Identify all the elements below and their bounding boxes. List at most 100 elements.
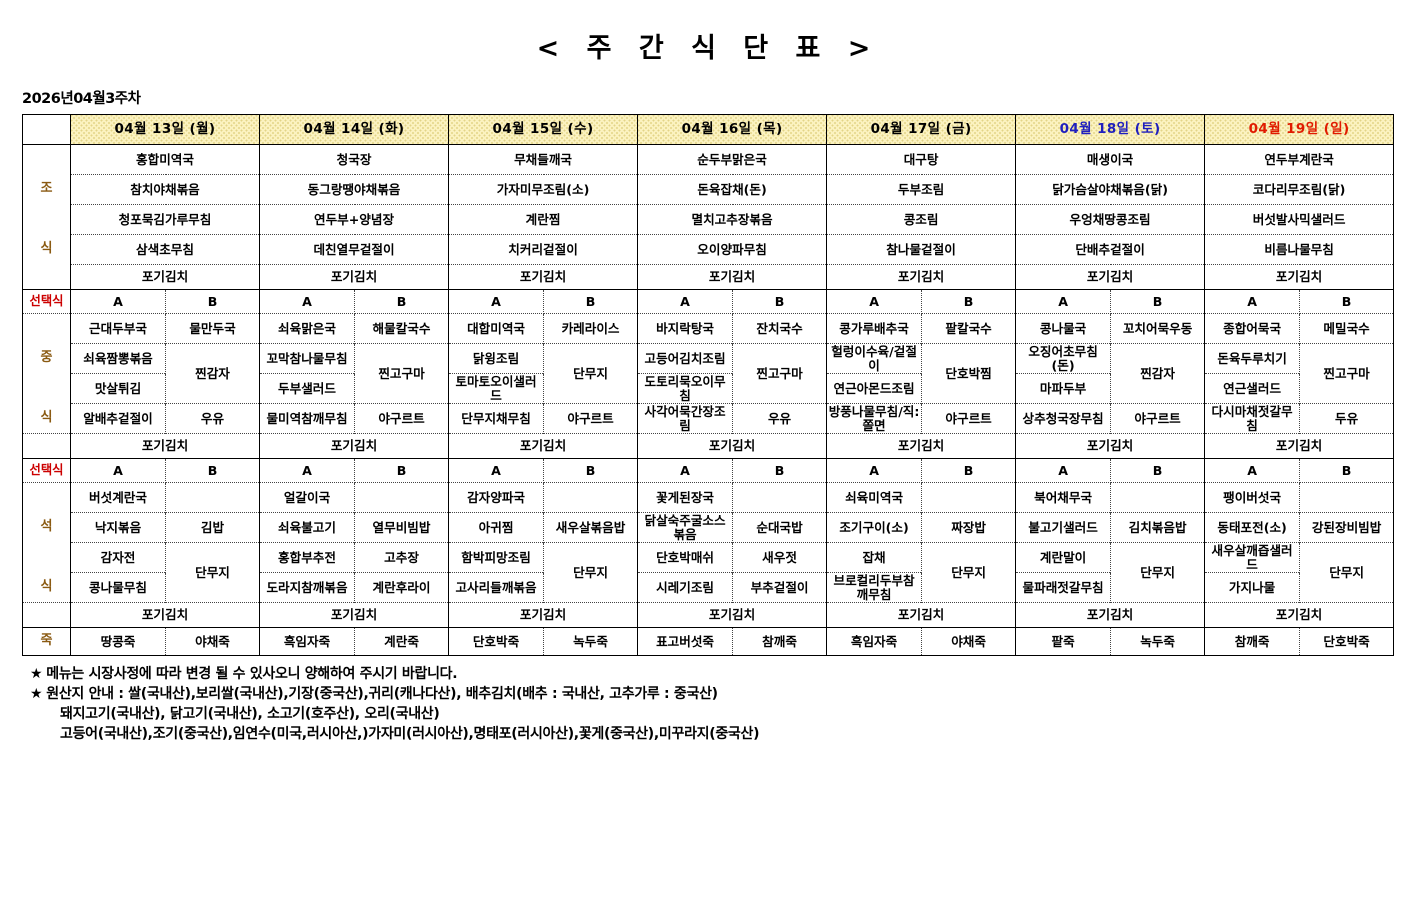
day-header-1: 04월 13일 (월) <box>69 114 261 145</box>
lunch-kimchi-d6: 포기김치 <box>1015 433 1206 459</box>
lunch-b-d4-r4: 우유 <box>732 403 828 434</box>
breakfast-cell-d7-r2: 코다리무조림(닭) <box>1204 174 1395 205</box>
lunch-a-d6-r2: 오징어초무침(돈) <box>1015 343 1112 374</box>
note-line-2: ★ 원산지 안내 : 쌀(국내산),보리쌀(국내산),기장(중국산),귀리(캐나다… <box>30 685 1416 705</box>
breakfast-label-1 <box>22 144 71 175</box>
breakfast-cell-d5-r4: 참나물겉절이 <box>826 234 1017 265</box>
dinner-b-d3-r1 <box>543 482 639 513</box>
lunch-a-d6-r4: 상추청국장무침 <box>1015 403 1112 434</box>
dinner-kimchi-d3: 포기김치 <box>448 602 639 628</box>
dinner-b-d2-r3: 고추장 <box>354 542 450 573</box>
dinner-b-d5-r2: 짜장밥 <box>921 512 1017 543</box>
breakfast-cell-d2-r2: 동그랑땡야채볶음 <box>259 174 450 205</box>
lunch-option-a-d4: A <box>637 289 734 314</box>
day-header-7: 04월 19일 (일) <box>1204 114 1395 145</box>
dinner-a-d2-r4: 도라지참깨볶음 <box>259 572 356 603</box>
dinner-a-d4-r4: 시레기조림 <box>637 572 734 603</box>
lunch-a-d6-r3: 마파두부 <box>1015 373 1112 404</box>
dinner-option-a-d1: A <box>70 458 166 483</box>
lunch-option-b-d2: B <box>354 289 450 314</box>
breakfast-cell-d7-r3: 버섯발사믹샐러드 <box>1204 204 1395 235</box>
porridge-a-d7: 참깨죽 <box>1204 627 1301 656</box>
breakfast-cell-d1-r4: 삼색초무침 <box>69 234 261 265</box>
lunch-b-d1-r4: 우유 <box>165 403 261 434</box>
dinner-a-d6-r2: 불고기샐러드 <box>1015 512 1112 543</box>
dinner-option-b-d4: B <box>732 458 828 483</box>
lunch-b-d6-r4: 야구르트 <box>1110 403 1206 434</box>
dinner-a-d7-r1: 팽이버섯국 <box>1204 482 1301 513</box>
lunch-a-d3-r3: 토마토오이샐러드 <box>448 373 545 404</box>
porridge-b-d2: 계란죽 <box>354 627 450 656</box>
porridge-b-d1: 야채죽 <box>165 627 261 656</box>
dinner-a-d6-r4: 물파래젓갈무침 <box>1015 572 1112 603</box>
breakfast-row-2: 조 참치야채볶음 동그랑땡야채볶음 가자미무조림(소) 돈육잡채(돈) 두부조림 닭가슴살야… <box>22 174 1395 205</box>
lunch-b-d7-r4: 두유 <box>1299 403 1395 434</box>
dinner-a-d5-r4: 브로컬리두부참깨무침 <box>826 572 923 603</box>
lunch-b-d4-r1: 잔치국수 <box>732 313 828 344</box>
breakfast-cell-d6-r1: 매생이국 <box>1015 144 1206 175</box>
dinner-b-d1-r2: 김밥 <box>165 512 261 543</box>
dinner-b-d6-r2: 김치볶음밥 <box>1110 512 1206 543</box>
breakfast-cell-d6-r4: 단배추겉절이 <box>1015 234 1206 265</box>
dinner-b-d2-r4: 계란후라이 <box>354 572 450 603</box>
dinner-b-d7-r1 <box>1299 482 1395 513</box>
breakfast-label-3 <box>22 204 71 235</box>
porridge-b-d5: 야채죽 <box>921 627 1017 656</box>
dinner-a-d3-r1: 감자양파국 <box>448 482 545 513</box>
dinner-option-a-d3: A <box>448 458 545 483</box>
lunch-a-d3-r4: 단무지채무침 <box>448 403 545 434</box>
breakfast-cell-d2-r4: 데친열무겉절이 <box>259 234 450 265</box>
breakfast-cell-d7-r4: 비름나물무침 <box>1204 234 1395 265</box>
lunch-kimchi-d5: 포기김치 <box>826 433 1017 459</box>
dinner-option-a-d5: A <box>826 458 923 483</box>
note-line-3: 돼지고기(국내산), 닭고기(국내산), 소고기(호주산), 오리(국내산) <box>30 705 1416 725</box>
breakfast-cell-d2-r1: 청국장 <box>259 144 450 175</box>
dinner-a-d6-r3: 계란말이 <box>1015 542 1112 573</box>
dinner-b-d7-r3: 단무지 <box>1299 542 1395 603</box>
lunch-label-3 <box>22 373 71 404</box>
lunch-option-a-d3: A <box>448 289 545 314</box>
lunch-b-d7-r1: 메밀국수 <box>1299 313 1395 344</box>
lunch-kimchi-label <box>22 433 71 459</box>
breakfast-cell-d5-r1: 대구탕 <box>826 144 1017 175</box>
dinner-b-d2-r1 <box>354 482 450 513</box>
dinner-option-a-d2: A <box>259 458 356 483</box>
dinner-a-d4-r1: 꽃게된장국 <box>637 482 734 513</box>
lunch-a-d5-r3: 연근아몬드조림 <box>826 373 923 404</box>
lunch-a-d4-r4: 사각어묵간장조림 <box>637 403 734 434</box>
breakfast-cell-d3-r4: 치커리겉절이 <box>448 234 639 265</box>
porridge-b-d7: 단호박죽 <box>1299 627 1395 656</box>
porridge-a-d1: 땅콩죽 <box>70 627 166 656</box>
dinner-kimchi-d7: 포기김치 <box>1204 602 1395 628</box>
lunch-a-d3-r1: 대합미역국 <box>448 313 545 344</box>
breakfast-row-5: 포기김치 포기김치 포기김치 포기김치 포기김치 포기김치 포기김치 <box>22 264 1395 290</box>
dinner-a-d7-r4: 가지나물 <box>1204 572 1301 603</box>
lunch-row-2: 중 쇠육짬뽕볶음 찐감자 꼬막참나물무침 찐고구마 닭윙조림 단무지 고등어김치조림 찐고구마 헐… <box>22 343 1395 404</box>
lunch-a-d7-r3: 연근샐러드 <box>1204 373 1301 404</box>
lunch-a-d1-r3: 맛살튀김 <box>70 373 166 404</box>
dinner-b-d1-r3: 단무지 <box>165 542 261 603</box>
porridge-label: 죽 <box>22 627 71 656</box>
dinner-a-d3-r4: 고사리들깨볶음 <box>448 572 545 603</box>
lunch-label-4: 식 <box>22 403 71 434</box>
dinner-b-d4-r4: 부추겉절이 <box>732 572 828 603</box>
dinner-kimchi-d2: 포기김치 <box>259 602 450 628</box>
lunch-a-d6-r1: 콩나물국 <box>1015 313 1112 344</box>
dinner-a-d3-r2: 아귀찜 <box>448 512 545 543</box>
lunch-b-d2-r1: 해물칼국수 <box>354 313 450 344</box>
lunch-a-d4-r1: 바지락탕국 <box>637 313 734 344</box>
lunch-b-d5-r4: 야구르트 <box>921 403 1017 434</box>
breakfast-cell-d1-r2: 참치야채볶음 <box>69 174 261 205</box>
dinner-a-d1-r3: 감자전 <box>70 542 166 573</box>
lunch-a-d5-r1: 콩가루배추국 <box>826 313 923 344</box>
dinner-option-b-d7: B <box>1299 458 1395 483</box>
lunch-option-b-d3: B <box>543 289 639 314</box>
lunch-a-d4-r3: 도토리묵오이무침 <box>637 373 734 404</box>
dinner-option-a-d7: A <box>1204 458 1301 483</box>
note-text-1: 메뉴는 시장사정에 따라 변경 될 수 있사오니 양해하여 주시기 바랍니다. <box>46 666 458 682</box>
breakfast-row-1: 홍합미역국 청국장 무채들깨국 순두부맑은국 대구탕 매생이국 연두부계란국 <box>22 144 1395 175</box>
lunch-b-d6-r1: 꼬치어묵우동 <box>1110 313 1206 344</box>
menu-table-body: 04월 13일 (월) 04월 14일 (화) 04월 15일 (수) 04월 16일… <box>22 114 1395 656</box>
porridge-a-d5: 흑임자죽 <box>826 627 923 656</box>
